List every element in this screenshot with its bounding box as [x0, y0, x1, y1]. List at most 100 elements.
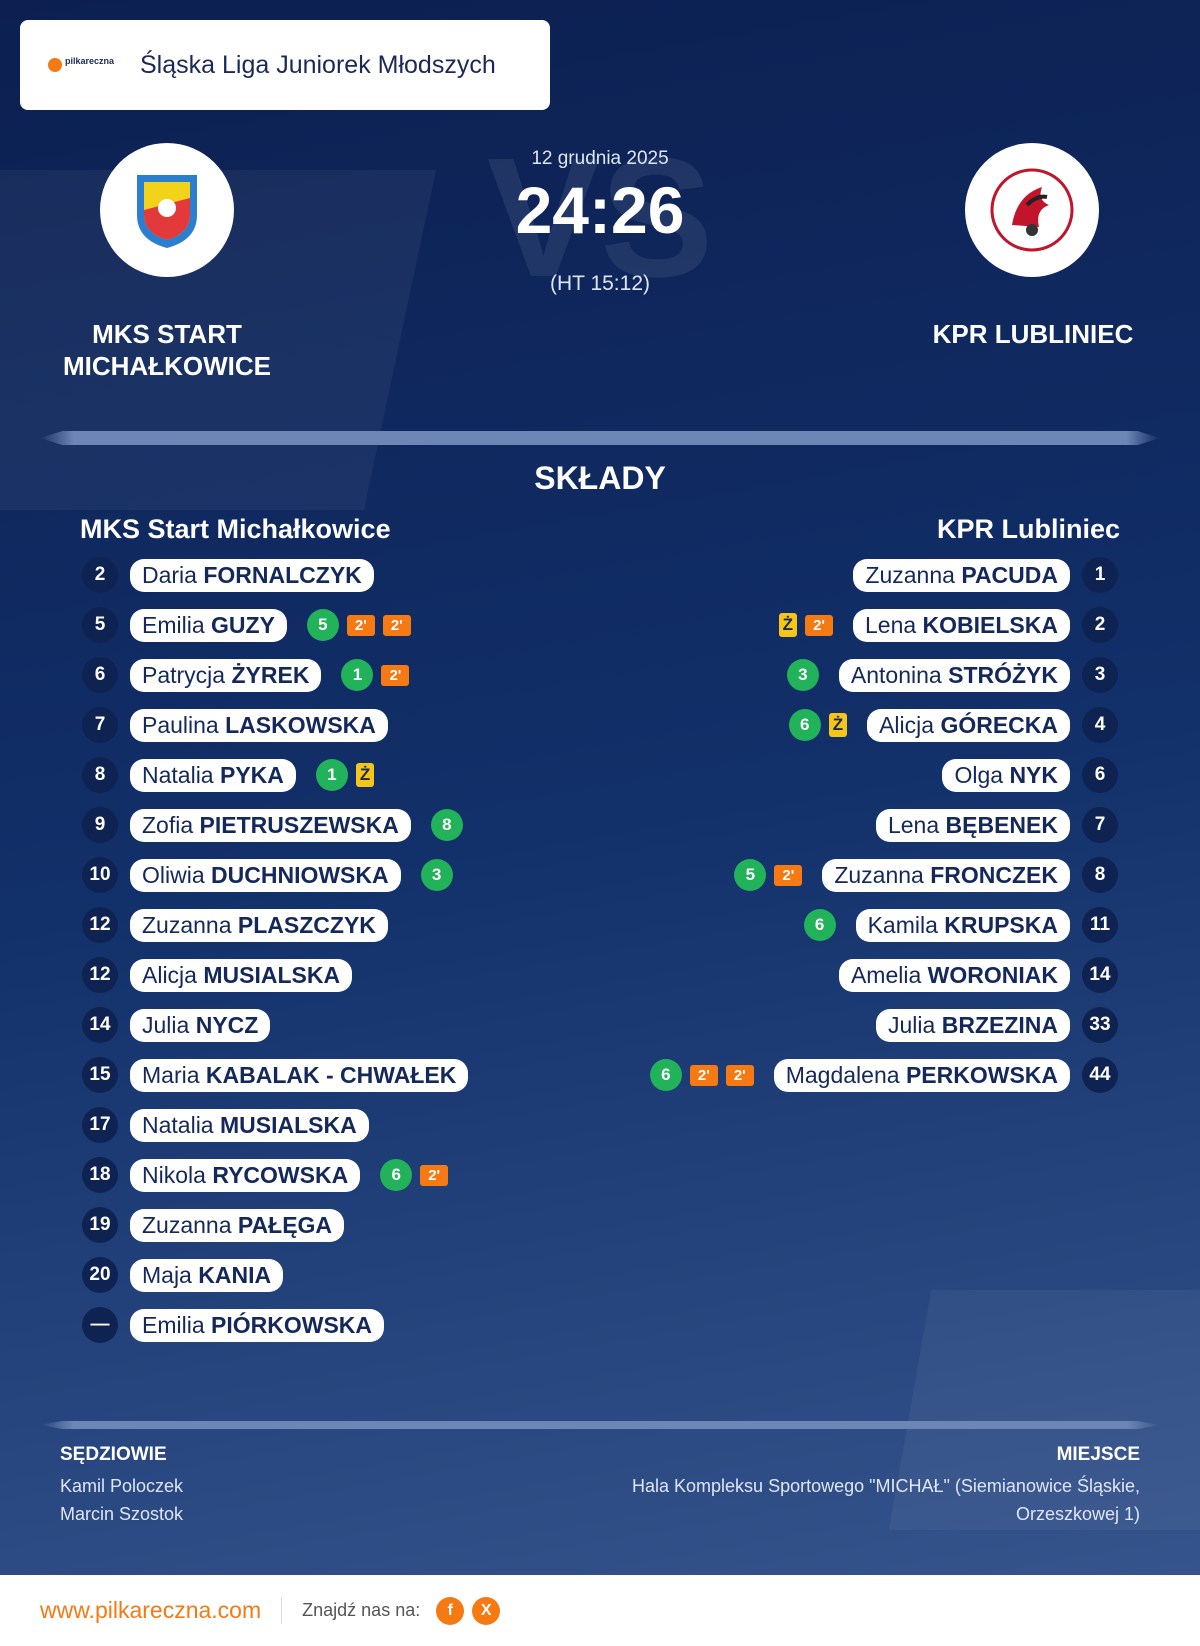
facebook-button[interactable]: f [436, 1596, 465, 1625]
player-row: 2 Daria FORNALCZYK [82, 557, 374, 593]
find-us: Znajdź nas na: [302, 1600, 421, 1620]
last-name: FRONCZEK [930, 861, 1058, 888]
player-name: Julia NYCZ [130, 1008, 271, 1042]
player-number: 14 [1082, 957, 1118, 993]
first-name: Zuzanna [865, 561, 955, 588]
footer: www.pilkareczna.com Znajdź nas na: f X [0, 1575, 1200, 1646]
player-name: Daria FORNALCZYK [130, 558, 374, 592]
suspension-badge: 2' [774, 864, 803, 886]
suspension-badge: 2' [805, 614, 833, 636]
events: 8 [430, 809, 463, 841]
player-name: Zuzanna PLASZCZYK [130, 908, 388, 942]
player-row: 6 Olga NYK [942, 757, 1118, 793]
player-number: 8 [1082, 857, 1118, 893]
last-name: KRUPSKA [944, 911, 1058, 938]
first-name: Lena [887, 811, 940, 838]
player-name: Nikola RYCOWSKA [130, 1158, 361, 1192]
player-name: Paulina LASKOWSKA [130, 708, 388, 742]
first-name: Antonina [850, 661, 942, 688]
player-number: 17 [82, 1107, 118, 1143]
player-number: 9 [82, 807, 118, 843]
first-name: Zuzanna [142, 1211, 232, 1238]
player-name: Natalia PYKA [130, 758, 296, 792]
player-name: Natalia MUSIALSKA [130, 1108, 369, 1142]
first-name: Emilia [142, 611, 205, 638]
first-name: Maria [142, 1061, 200, 1088]
player-number: 4 [1082, 707, 1118, 743]
player-row: 12 Alicja MUSIALSKA [82, 957, 353, 993]
lineups-title: SKŁADY [534, 460, 666, 496]
player-row: 2 Lena KOBIELSKA Ż 2' [778, 607, 1118, 643]
player-number: 8 [82, 757, 118, 793]
player-name: Zuzanna PACUDA [853, 558, 1070, 592]
player-number: 6 [1082, 757, 1118, 793]
last-name: PAŁĘGA [237, 1211, 333, 1238]
venue-title: MIEJSCE [1056, 1444, 1140, 1465]
goals-badge: 5 [306, 609, 339, 641]
player-number: 20 [82, 1257, 118, 1293]
home-lineup-name: MKS Start Michałkowice [80, 514, 391, 544]
referee: Marcin Szostok [60, 1504, 184, 1524]
goals-badge: 3 [420, 859, 453, 891]
last-name: LASKOWSKA [225, 711, 376, 738]
referee: Kamil Poloczek [60, 1476, 184, 1496]
player-row: 10 Oliwia DUCHNIOWSKA 3 [82, 857, 453, 893]
last-name: STRÓŻYK [948, 661, 1058, 688]
player-name: Amelia WORONIAK [838, 958, 1070, 992]
player-number: 10 [82, 857, 118, 893]
goals-badge: 8 [430, 809, 463, 841]
player-row: 19 Zuzanna PAŁĘGA [82, 1207, 345, 1243]
first-name: Natalia [142, 761, 214, 788]
website-link[interactable]: www.pilkareczna.com [40, 1597, 283, 1624]
player-number: 5 [82, 607, 118, 643]
player-number: — [82, 1307, 118, 1343]
player-name: Zofia PIETRUSZEWSKA [130, 808, 411, 842]
player-number: 33 [1082, 1007, 1118, 1043]
player-number: 2 [1082, 607, 1118, 643]
first-name: Kamila [867, 911, 938, 938]
x-button[interactable]: X [472, 1596, 501, 1625]
events: 1 2' [341, 659, 410, 691]
yellow-card-badge: Ż [828, 713, 848, 737]
player-row: 15 Maria KABALAK - CHWAŁEK [82, 1057, 469, 1093]
player-row: 4 Alicja GÓRECKA 6 Ż [788, 707, 1118, 743]
halftime: (HT 15:12) [550, 272, 650, 295]
player-number: 44 [1082, 1057, 1118, 1093]
player-name: Alicja MUSIALSKA [130, 958, 353, 992]
first-name: Julia [142, 1011, 190, 1038]
yellow-card-badge: Ż [355, 763, 375, 787]
last-name: KOBIELSKA [922, 611, 1058, 638]
goals-badge: 1 [341, 659, 374, 691]
divider [40, 1421, 1160, 1429]
player-number: 12 [82, 907, 118, 943]
events: Ż 2' [778, 613, 833, 637]
player-number: 1 [1082, 557, 1118, 593]
suspension-badge: 2' [382, 614, 411, 636]
player-name: Zuzanna PAŁĘGA [130, 1208, 345, 1242]
player-name: Magdalena PERKOWSKA [773, 1058, 1070, 1092]
score: 24:26 [515, 173, 685, 247]
player-number: 15 [82, 1057, 118, 1093]
player-name: Lena KOBIELSKA [852, 608, 1070, 642]
player-name: Olga NYK [942, 758, 1070, 792]
referees-title: SĘDZIOWIE [60, 1444, 167, 1465]
first-name: Patrycja [142, 661, 226, 688]
last-name: FORNALCZYK [203, 561, 362, 588]
logo: pilkareczna [20, 50, 140, 80]
player-number: 6 [82, 657, 118, 693]
player-row: 12 Zuzanna PLASZCZYK [82, 907, 388, 943]
first-name: Zuzanna [834, 861, 924, 888]
player-number: 11 [1082, 907, 1118, 943]
first-name: Zofia [142, 811, 194, 838]
player-number: 3 [1082, 657, 1118, 693]
last-name: GUZY [211, 611, 275, 638]
player-number: 18 [82, 1157, 118, 1193]
player-name: Maja KANIA [130, 1258, 284, 1292]
last-name: BRZEZINA [941, 1011, 1058, 1038]
first-name: Magdalena [785, 1061, 900, 1088]
last-name: RYCOWSKA [212, 1161, 349, 1188]
suspension-badge: 2' [346, 614, 375, 636]
player-row: 17 Natalia MUSIALSKA [82, 1107, 369, 1143]
